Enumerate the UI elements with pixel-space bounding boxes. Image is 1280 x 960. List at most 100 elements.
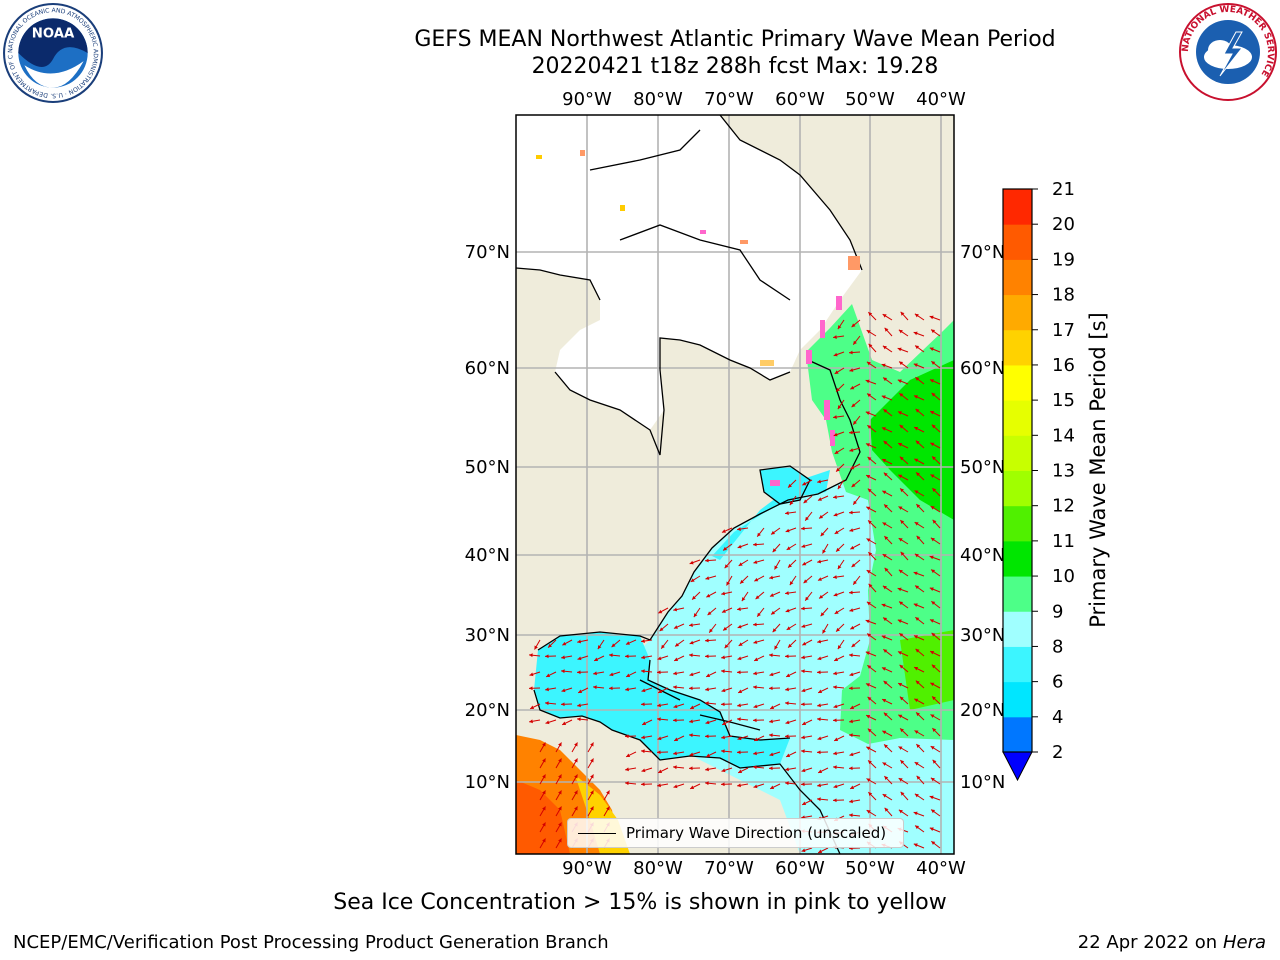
wave-direction-arrow [673,751,685,756]
wave-direction-arrow [929,347,941,353]
wave-direction-arrow [882,730,893,737]
wave-direction-arrow [772,623,781,633]
wave-direction-arrow [705,751,717,758]
wave-direction-arrow [915,616,925,625]
map-frame [515,114,955,855]
wave-direction-arrow [529,653,541,658]
wave-direction-arrow [800,702,813,707]
wave-direction-arrow [931,600,941,609]
wave-direction-arrow [817,797,829,802]
map-gridlines [516,115,954,854]
wave-direction-arrow [914,490,925,497]
colorbar-tick-label: 21 [1052,179,1075,200]
wave-direction-arrow [625,781,637,786]
wave-direction-arrow [528,686,541,691]
wave-direction-arrow [738,639,749,647]
wave-direction-arrow [914,458,925,465]
wave-direction-arrow [625,687,637,692]
wave-direction-arrow [898,714,909,721]
colorbar-segment [1003,400,1032,436]
wave-direction-arrow [769,733,781,738]
wave-direction-arrow [931,455,941,465]
wave-direction-arrow [915,471,925,481]
wave-direction-arrow [721,669,733,674]
wave-direction-arrow [737,687,749,694]
wave-direction-arrow [883,472,893,481]
wave-direction-arrow [930,537,941,545]
wave-direction-arrow [850,463,861,470]
lat-label-right: 40°N [960,545,1005,566]
wave-direction-arrow [833,685,845,690]
sea-ice-canadian-archipelago [516,115,862,430]
wave-direction-arrow [770,527,781,535]
wave-direction-arrow [705,671,717,678]
wave-direction-arrow [817,735,829,741]
wave-direction-arrow [539,806,546,817]
wave-direction-arrow [817,703,829,708]
wave-direction-arrow [689,733,701,738]
wave-direction-arrow [849,671,861,677]
wave-direction-arrow [884,327,893,337]
wave-direction-arrow [915,408,925,417]
wave-direction-arrow [785,687,797,692]
colorbar-segment [1003,611,1032,647]
wave-direction-arrow [641,719,653,726]
wave-direction-arrow [803,495,813,504]
wave-direction-arrow [914,313,925,321]
wave-direction-arrow [882,553,893,561]
wave-direction-arrow [640,702,653,707]
colorbar-segment [1003,470,1032,507]
wave-direction-arrow [658,607,669,614]
wave-direction-arrow [753,783,765,789]
wave-direction-arrow [673,623,685,629]
wave-direction-arrow [931,664,941,673]
wave-direction-arrow [770,607,781,615]
wave-direction-arrow [800,782,813,787]
sea-ice-edge [536,150,860,486]
wave-direction-arrow [721,655,733,660]
wave-direction-arrow [882,345,893,353]
map-area [516,115,954,854]
wave-direction-arrow [882,762,893,769]
colorbar-segment [1003,329,1032,366]
wave-direction-arrow [913,635,925,641]
wave-direction-arrow [867,456,877,465]
wave-direction-arrow [899,424,909,433]
wave-direction-arrow [689,559,701,565]
wave-direction-arrow [848,590,861,595]
wave-direction-arrow [641,735,653,740]
wave-direction-arrow [929,379,941,385]
wave-direction-arrow [833,735,845,742]
wave-direction-arrow [737,623,749,629]
wave-direction-arrow [914,585,925,593]
colorbar-tick-label: 4 [1052,707,1063,728]
wave-direction-arrow [931,487,941,497]
wave-direction-arrow [849,799,861,804]
wave-direction-arrow [673,703,685,709]
wave-direction-arrow [898,809,909,817]
lon-label-bottom: 80°W [633,858,683,879]
colorbar-segment [1003,435,1032,471]
colorbar-segment [1003,224,1032,260]
wave-direction-arrow [817,559,829,564]
wave-direction-arrow [787,639,797,649]
wave-direction-arrow [914,698,925,705]
wave-direction-arrow [932,759,941,769]
wave-direction-arrow [851,559,861,568]
wave-direction-arrow [571,742,578,753]
wave-direction-arrow [688,686,701,691]
wave-direction-arrow [545,687,557,692]
wave-direction-arrow [704,654,717,659]
wave-direction-arrow [561,655,573,660]
colorbar-tick-label: 13 [1052,461,1075,482]
wave-direction-arrow [737,735,749,741]
wave-direction-arrow [804,591,813,601]
wave-direction-arrow [721,767,733,773]
wave-direction-arrow [915,376,925,385]
wave-direction-arrow [932,519,941,529]
wave-direction-arrow [785,781,797,786]
wave-direction-arrow [737,607,749,611]
lat-label-left: 20°N [465,700,510,721]
wave-direction-arrow [929,587,941,593]
wave-direction-arrow [753,735,765,742]
